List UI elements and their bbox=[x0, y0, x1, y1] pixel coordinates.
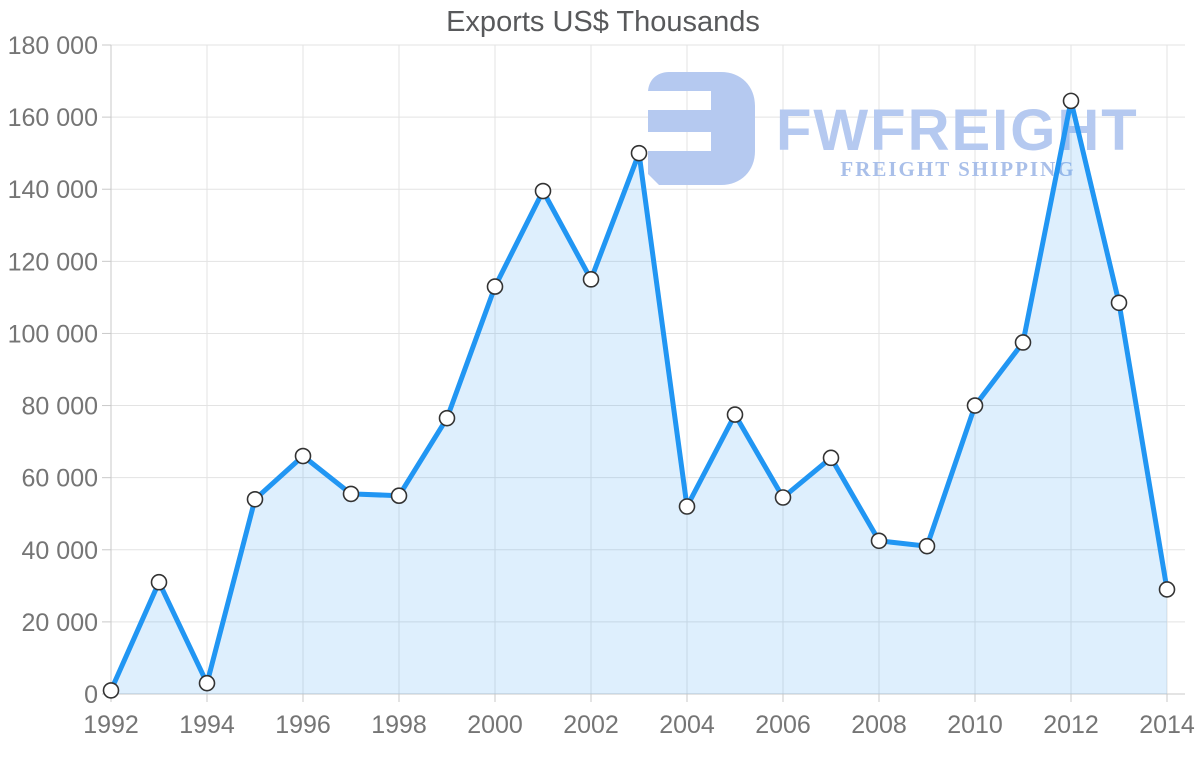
data-point-1997 bbox=[342, 485, 360, 503]
y-axis-label: 40 000 bbox=[22, 537, 98, 565]
x-axis-label: 2002 bbox=[563, 711, 619, 739]
data-point-2001 bbox=[534, 182, 552, 200]
data-point-2006 bbox=[774, 489, 792, 506]
data-point-2011 bbox=[1014, 334, 1032, 351]
data-point-1999 bbox=[438, 409, 456, 427]
data-point-2013 bbox=[1110, 294, 1128, 312]
axis-labels: 0 20 000 40 000 60 000 80 000 100 000 120 000 1… bbox=[8, 32, 1195, 739]
x-axis-label: 2014 bbox=[1139, 711, 1195, 739]
x-axis-label: 2010 bbox=[947, 711, 1003, 739]
x-axis-label: 2008 bbox=[851, 711, 907, 739]
x-axis-label: 1994 bbox=[179, 711, 235, 739]
area-fill bbox=[111, 100, 1167, 694]
data-point-2002 bbox=[582, 271, 600, 288]
chart-title: Exports US$ Thousands bbox=[446, 6, 760, 38]
data-point-2005 bbox=[726, 406, 744, 423]
y-axis-label: 180 000 bbox=[8, 32, 98, 60]
data-point-2012 bbox=[1062, 92, 1080, 110]
watermark: FWFREIGHT FREIGHT SHIPPING bbox=[648, 72, 1137, 185]
data-point-2009 bbox=[918, 537, 936, 555]
y-axis-label: 80 000 bbox=[22, 393, 98, 421]
y-axis-label: 0 bbox=[84, 681, 98, 709]
x-axis-label: 1992 bbox=[83, 711, 139, 739]
y-axis-label: 140 000 bbox=[8, 176, 98, 204]
data-point-1994 bbox=[198, 674, 216, 692]
x-axis-label: 2012 bbox=[1043, 711, 1099, 739]
data-point-2010 bbox=[966, 397, 984, 414]
watermark-tagline: FREIGHT SHIPPING bbox=[840, 157, 1075, 181]
fwfreight-logo-icon bbox=[648, 72, 755, 185]
y-axis-label: 60 000 bbox=[22, 465, 98, 493]
data-point-1992 bbox=[102, 682, 120, 699]
gridlines bbox=[102, 44, 1185, 702]
data-point-2000 bbox=[486, 278, 504, 295]
data-point-1993 bbox=[150, 573, 168, 591]
y-axis-label: 120 000 bbox=[8, 248, 98, 276]
x-axis-label: 2000 bbox=[467, 711, 523, 739]
series-area-line-markers bbox=[102, 92, 1176, 699]
data-point-2004 bbox=[678, 498, 696, 515]
data-point-2003 bbox=[630, 144, 648, 162]
data-point-1998 bbox=[390, 487, 408, 504]
x-axis-label: 2006 bbox=[755, 711, 811, 739]
data-point-2008 bbox=[870, 532, 888, 550]
x-axis-label: 1998 bbox=[371, 711, 427, 739]
x-axis-label: 2004 bbox=[659, 711, 715, 739]
x-axis-label: 1996 bbox=[275, 711, 331, 739]
data-point-1996 bbox=[294, 447, 312, 465]
y-axis-label: 160 000 bbox=[8, 104, 98, 132]
data-point-1995 bbox=[246, 490, 264, 508]
y-axis-label: 100 000 bbox=[8, 320, 98, 348]
y-axis-label: 20 000 bbox=[22, 609, 98, 637]
data-point-2014 bbox=[1158, 581, 1176, 598]
data-point-2007 bbox=[822, 449, 840, 467]
